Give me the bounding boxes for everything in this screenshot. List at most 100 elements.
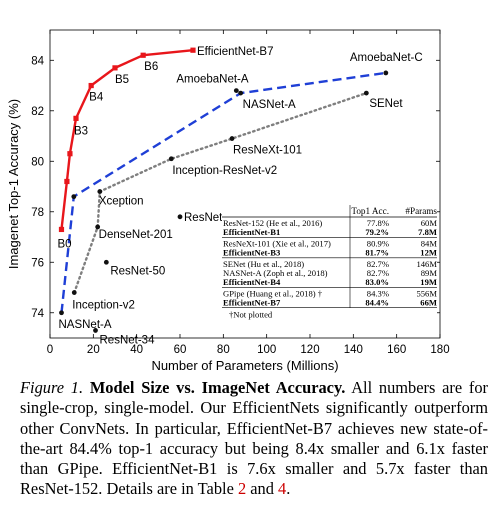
data-point-square (190, 47, 196, 53)
data-point-dot (383, 70, 389, 76)
point-label: B4 (89, 92, 104, 104)
point-label: ResNet-50 (110, 265, 165, 277)
data-point-square (73, 115, 79, 121)
point-label: ResNet-34 (100, 334, 156, 346)
table-cell-acc: 80.9% (367, 239, 389, 249)
table-cell-model: SENet (Hu et al., 2018) (223, 259, 304, 269)
data-point-dot (93, 328, 98, 333)
table-header-params: #Params (405, 206, 437, 216)
table-cell-acc: 82.7% (367, 259, 389, 269)
data-point-dot (168, 156, 174, 162)
comparison-table: Top1 Acc. #Params ResNet-152 (He et al., 2… (222, 204, 437, 324)
data-point-dot (97, 189, 103, 194)
x-tick-label: 120 (300, 344, 319, 356)
table-cell-model: ResNeXt-101 (Xie et al., 2017) (223, 239, 331, 249)
y-tick-label: 84 (31, 55, 44, 67)
caption-body: All numbers are for single-crop, single-… (20, 378, 488, 499)
y-axis-label: Imagenet Top-1 Accuracy (%) (6, 99, 21, 269)
caption-ref-table-2[interactable]: 2 (237, 479, 247, 499)
data-point-square (140, 52, 146, 58)
table-cell-model: EfficientNet-B1 (223, 227, 280, 237)
data-point-dot (229, 136, 235, 141)
x-tick-label: 100 (257, 344, 276, 356)
accuracy-vs-params-chart: 0 20 40 60 80 100 120 140 160 180 74 76 78 80 82 84 Numb… (6, 29, 450, 373)
data-point-square (112, 65, 118, 71)
table-header-acc: Top1 Acc. (351, 206, 389, 216)
x-tick-label: 140 (344, 344, 363, 356)
y-tick-label: 82 (31, 106, 44, 118)
y-tick-label: 74 (31, 308, 44, 320)
x-tick-label: 60 (174, 344, 187, 356)
x-tick-label: 160 (387, 344, 406, 356)
point-labels: B0 B3 B4 B5 B6 EfficientNet-B7 NASNet-A NASNet-… (57, 46, 422, 346)
data-point-dot (177, 214, 183, 220)
point-label: Xception (99, 196, 144, 208)
x-tick-label: 0 (47, 344, 53, 356)
table-footnote: †Not plotted (229, 310, 273, 320)
table-cell-params: 146M (416, 259, 437, 269)
table-cell-params: 60M (421, 218, 438, 228)
x-tick-label: 40 (130, 344, 143, 356)
table-cell-acc: 84.4% (365, 298, 389, 308)
y-tick-label: 78 (31, 207, 44, 219)
series-line-solid (60, 49, 194, 230)
data-point-dot (71, 290, 77, 295)
table-cell-params: 556M (416, 288, 437, 298)
point-label: NASNet-A (243, 99, 296, 111)
table-cell-params: 19M (420, 277, 437, 287)
table-background (222, 204, 437, 324)
point-label: Inception-v2 (72, 300, 135, 312)
y-tick-label: 80 (31, 156, 44, 168)
x-tick-label: 20 (87, 344, 100, 356)
caption-and: and (250, 479, 274, 499)
data-point-square (58, 226, 65, 233)
data-point-dot (363, 90, 369, 96)
data-point-square (64, 178, 70, 185)
data-point-dot (238, 90, 244, 96)
data-point-dot (71, 194, 77, 200)
point-label: AmoebaNet-A (176, 74, 249, 86)
table-cell-params: 12M (420, 248, 437, 258)
series-line-dashed (60, 71, 386, 313)
data-points (58, 47, 389, 333)
data-point-dot (59, 310, 64, 316)
point-label: B0 (57, 238, 71, 250)
caption-title: Model Size vs. ImageNet Accuracy. (89, 378, 346, 397)
table-cell-model: EfficientNet-B4 (223, 277, 281, 287)
table-cell-model: EfficientNet-B7 (223, 298, 281, 308)
caption-end: . (286, 479, 291, 499)
table-cell-acc: 84.3% (367, 288, 389, 298)
table-cell-acc: 83.0% (365, 277, 389, 287)
series-lines (60, 49, 386, 313)
caption-ref-table-4[interactable]: 4 (278, 479, 287, 499)
table-cell-model: GPipe (Huang et al., 2018) † (223, 288, 323, 298)
series-line-dotted (73, 91, 368, 294)
point-label: B5 (115, 74, 129, 86)
x-tick-label: 80 (217, 344, 230, 356)
x-tick-label: 180 (430, 344, 449, 356)
point-label: AmoebaNet-C (350, 52, 423, 64)
table-cell-model: ResNet-152 (He et al., 2016) (223, 218, 322, 228)
plot-frame (49, 29, 441, 339)
axes: 0 20 40 60 80 100 120 140 160 180 74 76 78 80 82 84 Numb… (6, 29, 450, 373)
point-label: ResNeXt-101 (233, 145, 302, 157)
chart-container: 0 20 40 60 80 100 120 140 160 180 74 76 78 80 82 84 Numb… (6, 29, 450, 373)
point-label: SENet (369, 98, 403, 110)
point-label: B3 (74, 125, 88, 137)
table-cell-params: 7.8M (418, 227, 437, 237)
data-point-square (67, 151, 73, 157)
point-label: B6 (144, 61, 158, 73)
figure-caption: Figure 1. Model Size vs. ImageNet Accura… (20, 378, 488, 500)
table-cell-params: 84M (421, 239, 438, 249)
table-cell-params: 89M (421, 268, 438, 278)
table-cell-model: EfficientNet-B3 (223, 248, 280, 258)
point-label: Inception-ResNet-v2 (172, 165, 277, 177)
data-point-dot (233, 88, 239, 93)
y-tick-label: 76 (31, 257, 44, 269)
table-cell-acc: 82.7% (367, 268, 389, 278)
data-point-dot (95, 224, 101, 230)
point-label: DenseNet-201 (99, 229, 173, 241)
data-point-dot (103, 259, 109, 265)
point-label: EfficientNet-B7 (197, 46, 274, 58)
table-cell-acc: 79.2% (365, 227, 389, 237)
